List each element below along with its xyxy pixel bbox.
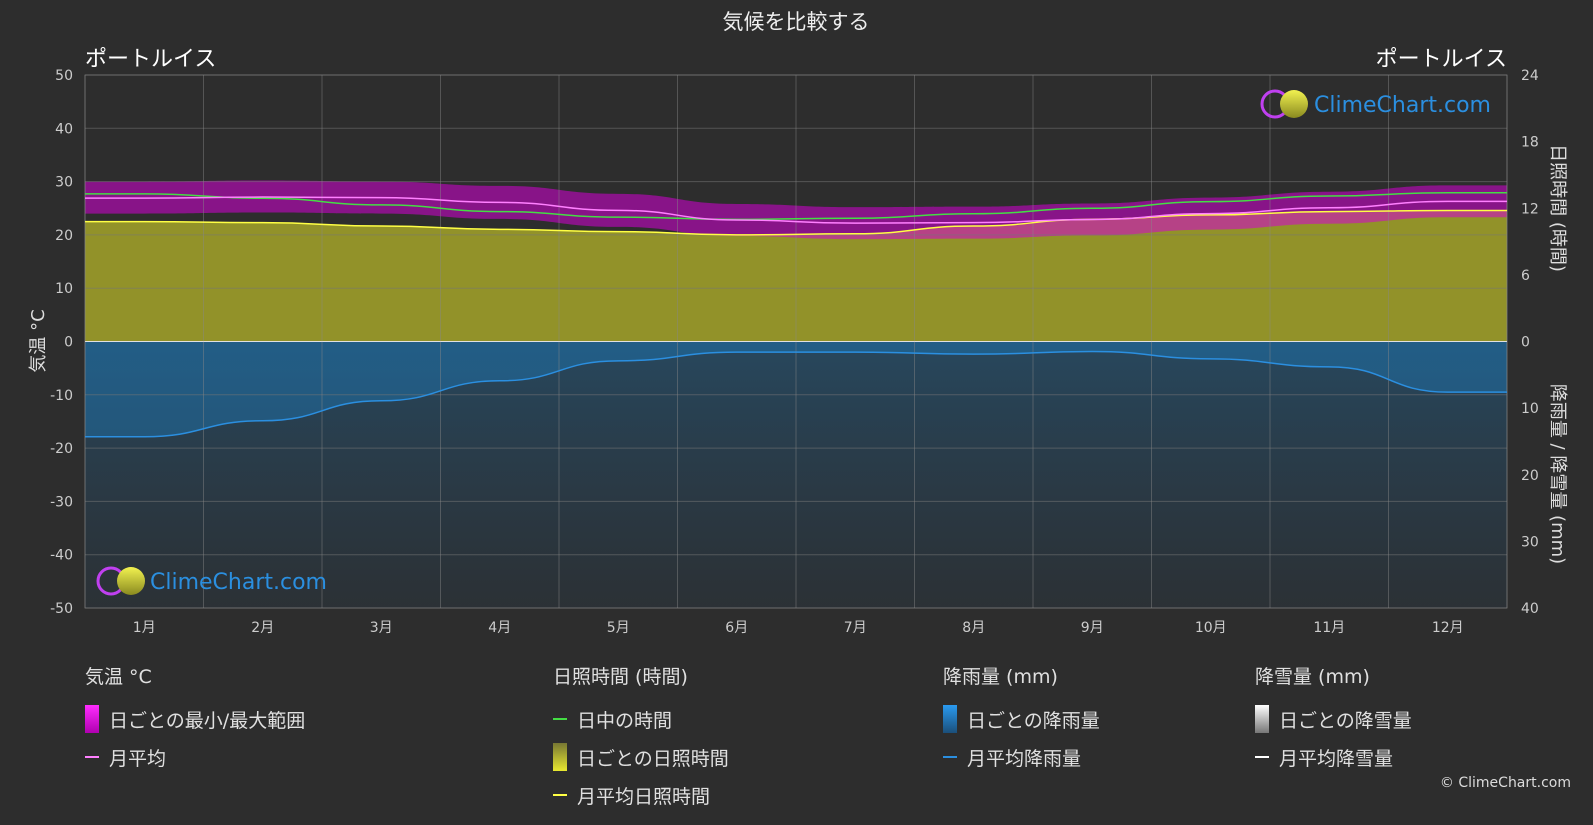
rain-avg-line-icon bbox=[943, 756, 957, 758]
temp-tick-label: 30 bbox=[55, 175, 73, 191]
series-line-daylight bbox=[85, 191, 1507, 221]
legend-snow: 降雪量 (mm) 日ごとの降雪量 月平均降雪量 bbox=[1255, 662, 1412, 776]
brand-logo-top: ClimeChart.com bbox=[1260, 89, 1491, 119]
chart-fills bbox=[85, 180, 1507, 608]
legend-snow-avg-label: 月平均降雪量 bbox=[1279, 747, 1394, 770]
temp-tick-label: -30 bbox=[50, 494, 73, 510]
legend-sun-daylight-label: 日中の時間 bbox=[577, 709, 673, 732]
snow-avg-line-icon bbox=[1255, 756, 1269, 758]
temp-tick-label: 0 bbox=[64, 335, 73, 351]
temp-tick-label: -40 bbox=[50, 548, 73, 564]
temp-avg-line-icon bbox=[85, 756, 99, 758]
temp-range-band bbox=[85, 180, 1507, 240]
brand-text-top: ClimeChart.com bbox=[1314, 93, 1491, 118]
series-line-rain-avg bbox=[84, 350, 1508, 438]
legend-temp-heading: 気温 °C bbox=[85, 666, 152, 688]
sunshine-tick-label: 0 bbox=[1521, 335, 1530, 351]
legend-rain: 降雨量 (mm) 日ごとの降雨量 月平均降雨量 bbox=[943, 662, 1100, 776]
month-tick-label: 9月 bbox=[1081, 620, 1104, 636]
month-tick-label: 10月 bbox=[1195, 620, 1227, 636]
location-right: ポートルイス bbox=[1376, 47, 1507, 72]
legend-sun-avg: 月平均日照時間 bbox=[553, 776, 729, 814]
copyright: © ClimeChart.com bbox=[1439, 775, 1571, 791]
legend-temp-range-label: 日ごとの最小/最大範囲 bbox=[109, 709, 306, 732]
logo-sun-icon bbox=[117, 567, 145, 595]
temp-tick-label: -20 bbox=[50, 441, 73, 457]
legend-snow-heading: 降雪量 (mm) bbox=[1255, 666, 1370, 688]
temp-tick-label: 10 bbox=[55, 281, 73, 297]
series-line-sunshine-avg bbox=[85, 209, 1507, 236]
temp-tick-label: 50 bbox=[55, 68, 73, 84]
legend-sun-daily-label: 日ごとの日照時間 bbox=[577, 747, 729, 770]
chart-title: 気候を比較する bbox=[723, 10, 870, 34]
month-tick-label: 1月 bbox=[133, 620, 156, 636]
sunshine-tick-label: 6 bbox=[1521, 268, 1530, 284]
rain-background bbox=[85, 341, 1507, 608]
precip-tick-label: 30 bbox=[1521, 534, 1539, 550]
legend-rain-daily: 日ごとの降雨量 bbox=[943, 700, 1100, 738]
sunshine-tick-label: 24 bbox=[1521, 68, 1539, 84]
temp-tick-label: -10 bbox=[50, 388, 73, 404]
chart-lines bbox=[84, 191, 1508, 438]
legend-sun-avg-label: 月平均日照時間 bbox=[577, 785, 711, 808]
legend-snow-daily: 日ごとの降雪量 bbox=[1255, 700, 1412, 738]
legend-rain-heading: 降雨量 (mm) bbox=[943, 666, 1058, 688]
right-axis-bottom-label: 降雨量 / 降雪量 (mm) bbox=[1547, 384, 1568, 564]
legend-temp-avg-label: 月平均 bbox=[109, 747, 167, 770]
legend-temp-avg: 月平均 bbox=[85, 738, 305, 776]
series-line-temp-avg bbox=[85, 196, 1507, 224]
precip-tick-label: 40 bbox=[1521, 601, 1539, 617]
legend-sunshine: 日照時間 (時間) 日中の時間 日ごとの日照時間 月平均日照時間 bbox=[553, 662, 729, 814]
temp-range-swatch-icon bbox=[85, 705, 99, 733]
sunshine-avg-line-icon bbox=[553, 794, 567, 796]
precip-tick-label: 10 bbox=[1521, 401, 1539, 417]
month-tick-label: 12月 bbox=[1432, 620, 1464, 636]
legend-sun-daily: 日ごとの日照時間 bbox=[553, 738, 729, 776]
month-tick-label: 3月 bbox=[370, 620, 393, 636]
legend-temperature: 気温 °C 日ごとの最小/最大範囲 月平均 bbox=[85, 662, 305, 776]
sunshine-swatch-icon bbox=[553, 743, 567, 771]
legend-sun-daylight: 日中の時間 bbox=[553, 700, 729, 738]
month-tick-label: 4月 bbox=[488, 620, 511, 636]
legend-snow-avg: 月平均降雪量 bbox=[1255, 738, 1412, 776]
legend-sun-heading: 日照時間 (時間) bbox=[553, 666, 688, 688]
month-tick-label: 7月 bbox=[844, 620, 867, 636]
month-tick-label: 8月 bbox=[962, 620, 985, 636]
legend-rain-daily-label: 日ごとの降雨量 bbox=[967, 709, 1100, 732]
snow-swatch-icon bbox=[1255, 705, 1269, 733]
temp-tick-label: -50 bbox=[50, 601, 73, 617]
sunshine-area bbox=[85, 210, 1507, 342]
chart-axes: 50 40 30 20 10 0 -10 -20 -30 -40 -50 24 18 12 6 0 10 20 30… bbox=[50, 68, 1539, 636]
rain-area bbox=[85, 341, 1507, 437]
location-left: ポートルイス bbox=[85, 47, 216, 72]
legend-rain-avg: 月平均降雨量 bbox=[943, 738, 1100, 776]
legend-temp-range: 日ごとの最小/最大範囲 bbox=[85, 700, 305, 738]
logo-sun-icon bbox=[1280, 90, 1308, 118]
legend-snow-daily-label: 日ごとの降雪量 bbox=[1279, 709, 1412, 732]
month-tick-label: 2月 bbox=[251, 620, 274, 636]
rain-swatch-icon bbox=[943, 705, 957, 733]
month-tick-label: 5月 bbox=[607, 620, 630, 636]
month-tick-label: 6月 bbox=[725, 620, 748, 636]
month-tick-label: 11月 bbox=[1313, 620, 1345, 636]
daylight-line-icon bbox=[553, 718, 567, 720]
brand-text-bottom: ClimeChart.com bbox=[150, 570, 327, 595]
brand-logo-bottom: ClimeChart.com bbox=[96, 566, 327, 596]
sunshine-tick-label: 12 bbox=[1521, 201, 1539, 217]
legend-rain-avg-label: 月平均降雨量 bbox=[967, 747, 1082, 770]
temp-tick-label: 40 bbox=[55, 121, 73, 137]
left-axis-label: 気温 °C bbox=[28, 309, 49, 372]
temp-tick-label: 20 bbox=[55, 228, 73, 244]
sunshine-tick-label: 18 bbox=[1521, 135, 1539, 151]
precip-tick-label: 20 bbox=[1521, 468, 1539, 484]
right-axis-top-label: 日照時間 (時間) bbox=[1547, 144, 1568, 272]
